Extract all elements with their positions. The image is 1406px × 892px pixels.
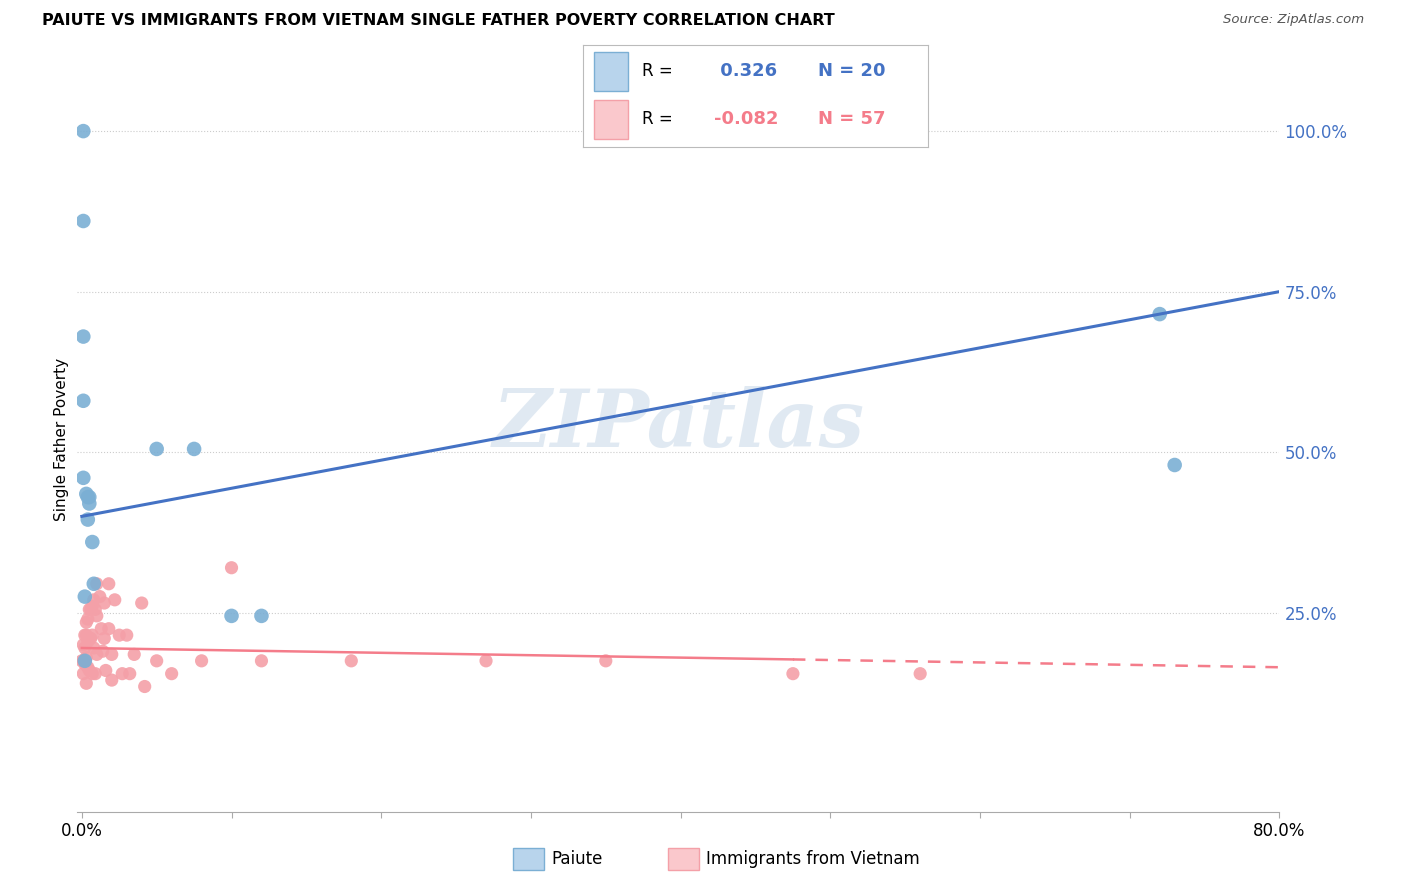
Point: [782, 666, 804, 681]
Point: [90, 622, 112, 636]
Point: [91, 644, 114, 658]
Point: [108, 628, 131, 642]
Point: [131, 596, 153, 610]
Point: [221, 608, 243, 623]
Point: [84, 666, 107, 681]
Point: [72, 214, 94, 228]
Point: [340, 654, 363, 668]
Bar: [593, 100, 628, 139]
Point: [75, 676, 97, 690]
Point: [595, 654, 617, 668]
Point: [76, 660, 98, 674]
Point: [115, 628, 138, 642]
Point: [73, 657, 96, 671]
Text: N = 20: N = 20: [818, 62, 886, 80]
Point: [79, 490, 101, 504]
Point: [1163, 458, 1185, 472]
Point: [86, 608, 108, 623]
Point: [79, 496, 101, 510]
Point: [86, 576, 108, 591]
Point: [82, 535, 104, 549]
Point: [908, 666, 931, 681]
Point: [97, 622, 120, 636]
Point: [75, 650, 97, 665]
Point: [145, 442, 167, 456]
Text: ZIPatlas: ZIPatlas: [492, 385, 865, 463]
Point: [73, 590, 96, 604]
Point: [73, 654, 96, 668]
Point: [72, 124, 94, 138]
Point: [160, 666, 183, 681]
Text: -0.082: -0.082: [714, 111, 779, 128]
Text: R =: R =: [643, 62, 673, 80]
Point: [1149, 307, 1171, 321]
Point: [73, 640, 96, 655]
Point: [104, 592, 127, 607]
Point: [122, 648, 145, 662]
Point: [72, 638, 94, 652]
Point: [76, 634, 98, 648]
Text: 0.326: 0.326: [714, 62, 778, 80]
Point: [97, 576, 120, 591]
Point: [183, 442, 205, 456]
Point: [75, 487, 97, 501]
Point: [72, 471, 94, 485]
Point: [100, 648, 122, 662]
Point: [75, 628, 97, 642]
Point: [72, 666, 94, 681]
Point: [86, 648, 108, 662]
Point: [79, 632, 101, 646]
Point: [145, 654, 167, 668]
Point: [190, 654, 212, 668]
Point: [84, 602, 107, 616]
Point: [76, 490, 98, 504]
Point: [89, 590, 111, 604]
Text: PAIUTE VS IMMIGRANTS FROM VIETNAM SINGLE FATHER POVERTY CORRELATION CHART: PAIUTE VS IMMIGRANTS FROM VIETNAM SINGLE…: [42, 13, 835, 29]
Point: [250, 654, 273, 668]
Text: Paiute: Paiute: [551, 850, 603, 868]
Point: [118, 666, 141, 681]
Point: [83, 640, 105, 655]
Text: R =: R =: [643, 111, 673, 128]
Point: [83, 576, 105, 591]
Point: [79, 664, 101, 678]
Point: [250, 608, 273, 623]
Point: [70, 654, 93, 668]
Point: [76, 612, 98, 626]
Point: [134, 680, 156, 694]
Point: [82, 628, 104, 642]
Bar: [593, 52, 628, 91]
Point: [80, 632, 103, 646]
Point: [72, 654, 94, 668]
Point: [93, 596, 115, 610]
Y-axis label: Single Father Poverty: Single Father Poverty: [53, 358, 69, 521]
Point: [83, 592, 105, 607]
Point: [82, 599, 104, 614]
Point: [73, 628, 96, 642]
Point: [76, 512, 98, 526]
Point: [93, 632, 115, 646]
Point: [475, 654, 498, 668]
Text: Immigrants from Vietnam: Immigrants from Vietnam: [706, 850, 920, 868]
Point: [94, 664, 117, 678]
Point: [75, 615, 97, 630]
Point: [79, 602, 101, 616]
Point: [82, 666, 104, 681]
Point: [72, 329, 94, 343]
Point: [100, 673, 122, 687]
Point: [80, 602, 103, 616]
Point: [72, 393, 94, 408]
Point: [221, 560, 243, 574]
Text: Source: ZipAtlas.com: Source: ZipAtlas.com: [1223, 13, 1364, 27]
Point: [111, 666, 134, 681]
Text: N = 57: N = 57: [818, 111, 886, 128]
